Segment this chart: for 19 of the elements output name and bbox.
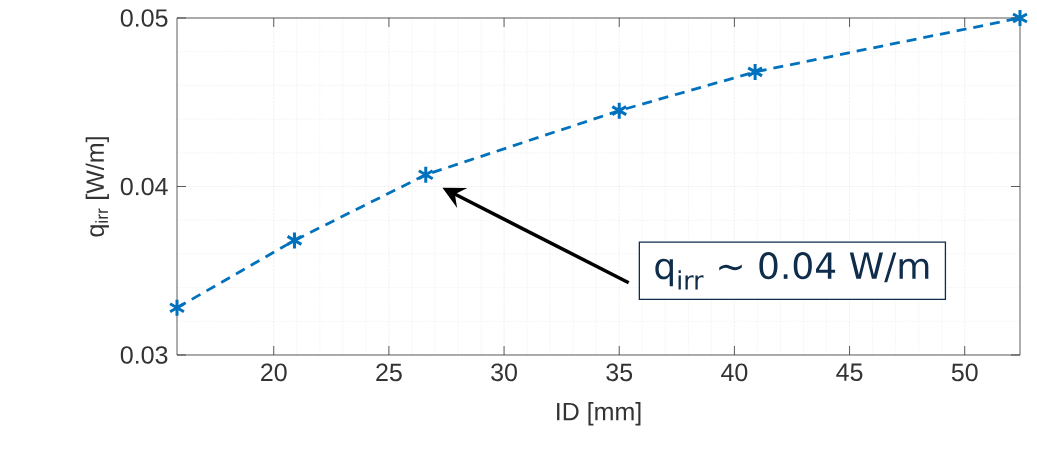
y-tick-label: 0.04: [120, 177, 168, 196]
x-tick-label: 40: [721, 363, 748, 382]
x-tick-label: 20: [261, 363, 287, 382]
annotation: q$_{irr}$ ~ 0.04 W/m: [655, 252, 929, 290]
point: [417, 165, 435, 185]
x-tick-label: 50: [951, 363, 978, 382]
y-tick-label: 0.05: [120, 9, 168, 27]
point: [168, 298, 186, 318]
x-tick-label: 45: [836, 363, 863, 381]
x-tick-label: 35: [606, 363, 633, 382]
y-axis-title: q$_{irr}$ [W/m]: [85, 137, 109, 237]
y-tick-label: 0.03: [120, 346, 168, 364]
point: [286, 230, 303, 250]
x-tick-label: 25: [376, 363, 402, 382]
point: [1011, 8, 1029, 28]
x-tick-label: 30: [491, 363, 517, 382]
x-axis-title: ID [mm]: [557, 402, 641, 426]
point: [746, 62, 764, 82]
point: [610, 101, 628, 121]
